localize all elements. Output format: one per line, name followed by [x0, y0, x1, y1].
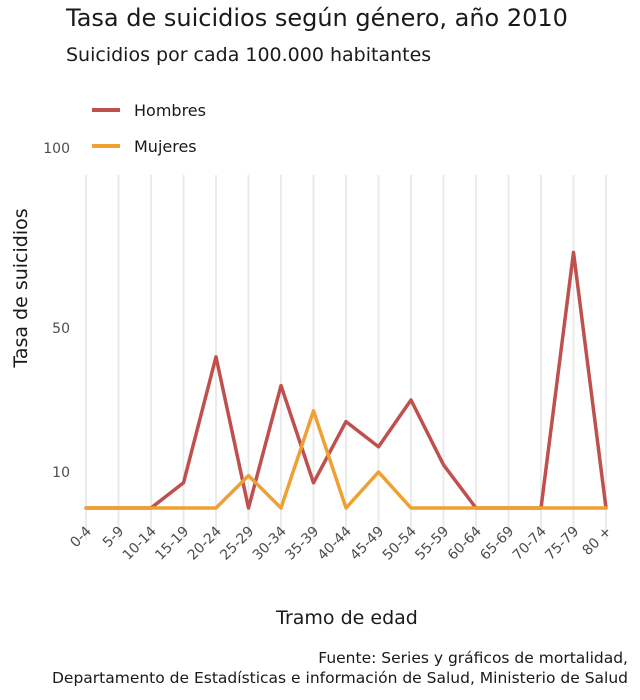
legend: Hombres Mujeres: [92, 101, 206, 156]
legend-label: Hombres: [134, 101, 206, 120]
x-tick-label: 25-29: [217, 524, 257, 564]
x-tick-label: 65-69: [477, 524, 517, 564]
x-axis-title: Tramo de edad: [275, 607, 418, 629]
x-tick-label: 10-14: [120, 523, 160, 563]
chart-title: Tasa de suicidios según género, año 2010: [66, 4, 568, 32]
x-tick-label: 35-39: [282, 524, 322, 564]
x-tick-label: 15-19: [152, 524, 192, 564]
y-axis-title: Tasa de suicidios: [10, 208, 32, 368]
x-tick-label: 20-24: [185, 523, 225, 563]
series-line-mujeres: [84, 409, 608, 510]
y-tick-label: 100: [43, 141, 70, 157]
y-tick-labels: 10 50 100: [43, 141, 70, 481]
x-tick-label: 60-64: [445, 523, 485, 563]
x-tick-label: 45-49: [347, 524, 387, 564]
x-tick-label: 70-74: [510, 523, 550, 563]
x-tick-labels: 0-4 5-910-1415-1920-2425-2930-3435-3940-4…: [67, 523, 614, 563]
y-tick-label: 50: [52, 321, 70, 337]
x-tick-label: 80 +: [579, 524, 614, 559]
x-tick-label: 30-34: [250, 523, 290, 563]
series-lines: [84, 250, 608, 510]
caption-line-2: Departamento de Estadísticas e informaci…: [51, 669, 628, 687]
x-tick-label: 0-4: [67, 523, 95, 551]
x-tick-label: 50-54: [380, 523, 420, 563]
chart-subtitle: Suicidios por cada 100.000 habitantes: [66, 44, 432, 66]
caption-line-1: Fuente: Series y gráficos de mortalidad,: [318, 649, 628, 667]
source-caption: Fuente: Series y gráficos de mortalidad,…: [52, 648, 628, 688]
y-tick-label: 10: [52, 465, 70, 481]
legend-label: Mujeres: [134, 137, 197, 156]
x-tick-label: 5-9: [100, 524, 127, 551]
grid-lines: [85, 175, 607, 540]
x-tick-label: 40-44: [315, 523, 355, 563]
x-tick-label: 55-59: [412, 524, 452, 564]
x-tick-label: 75-79: [542, 524, 582, 564]
